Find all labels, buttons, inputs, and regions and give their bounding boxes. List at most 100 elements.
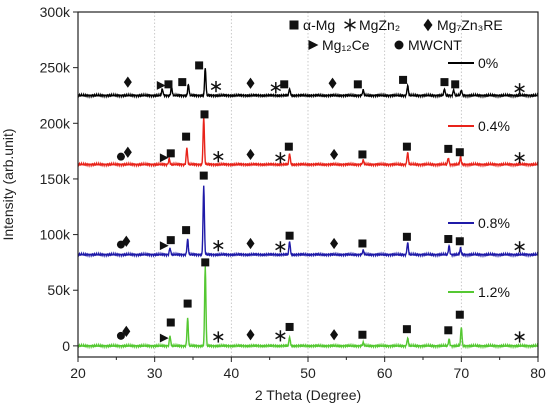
legend-label: MgZn₂	[359, 17, 400, 33]
legend: α-Mg MgZn₂ Mg₇Zn₃RE Mg₁₂Ce MWCNT	[289, 17, 503, 53]
marker-square	[182, 226, 191, 235]
x-tick-label: 60	[377, 365, 393, 381]
legend-symbol-triangle	[308, 40, 319, 50]
x-tick-label: 80	[530, 365, 546, 381]
y-tick-label: 300k	[40, 4, 71, 20]
series-line	[77, 266, 539, 350]
marker-square	[455, 148, 464, 157]
x-axis-title: 2 Theta (Degree)	[255, 387, 361, 403]
series-line	[77, 116, 539, 168]
marker-square	[164, 80, 173, 89]
x-tick-label: 70	[454, 365, 470, 381]
marker-square	[358, 150, 367, 159]
series-label: 0%	[478, 55, 498, 71]
y-tick-label: 250k	[40, 60, 71, 76]
marker-square	[402, 325, 411, 334]
marker-square	[444, 326, 453, 335]
marker-square	[455, 237, 464, 246]
y-tick-label: 100k	[40, 227, 71, 243]
y-tick-label: 0	[62, 338, 70, 354]
marker-square	[285, 231, 294, 240]
series-labels: 0% 0.4% 0.8% 1.2%	[448, 55, 510, 300]
marker-diamond	[122, 325, 131, 338]
marker-triangle	[159, 333, 169, 343]
marker-circle	[116, 240, 125, 249]
marker-square	[182, 132, 191, 141]
x-tick-label: 50	[300, 365, 316, 381]
marker-square	[280, 80, 289, 89]
marker-square	[440, 78, 449, 87]
marker-square	[284, 142, 293, 151]
marker-triangle	[159, 153, 169, 163]
marker-square	[183, 299, 192, 308]
legend-label: α-Mg	[303, 17, 335, 33]
series-line	[77, 185, 539, 258]
legend-symbol-star	[344, 18, 356, 32]
marker-square	[166, 236, 175, 245]
marker-triangle	[156, 81, 166, 90]
series-layer	[77, 68, 539, 350]
marker-diamond	[330, 237, 339, 250]
marker-circle	[116, 152, 125, 161]
marker-star	[514, 241, 525, 253]
y-tick-label: 50k	[47, 282, 71, 298]
marker-circle	[116, 331, 125, 340]
y-tick-label: 200k	[40, 115, 71, 131]
marker-diamond	[246, 329, 255, 341]
marker-square	[201, 258, 210, 267]
marker-triangle	[159, 241, 169, 251]
marker-square	[399, 75, 408, 84]
marker-square	[402, 232, 411, 241]
marker-star	[210, 80, 222, 93]
marker-diamond	[246, 148, 255, 161]
marker-star	[275, 330, 286, 342]
marker-star	[514, 83, 525, 95]
marker-square	[199, 171, 208, 180]
marker-star	[275, 152, 286, 164]
marker-star	[213, 331, 224, 343]
marker-star	[275, 241, 286, 253]
y-tick-label: 150k	[40, 171, 71, 187]
marker-square	[166, 318, 175, 327]
marker-square	[353, 80, 362, 89]
marker-square	[166, 149, 175, 158]
x-tick-label: 30	[147, 365, 163, 381]
marker-square	[195, 61, 204, 70]
legend-symbol-square	[289, 20, 299, 30]
marker-square	[200, 110, 209, 119]
marker-star	[213, 151, 224, 163]
marker-square	[178, 78, 187, 87]
marker-diamond	[330, 148, 339, 161]
marker-star	[514, 331, 525, 343]
legend-label: Mg₁₂Ce	[322, 37, 370, 53]
y-axis-title: Intensity (arb.unit)	[0, 128, 16, 240]
marker-star	[514, 152, 525, 164]
marker-diamond	[123, 76, 132, 88]
marker-star	[213, 240, 224, 252]
marker-diamond	[123, 146, 132, 158]
marker-square	[402, 142, 411, 151]
x-tick-label: 20	[70, 365, 86, 381]
axes: 20 30 40 50 60 70 80 0 50k 100k 150k 200k 250k 300k	[40, 4, 546, 381]
grid-lines	[154, 12, 462, 357]
marker-star	[270, 82, 282, 94]
marker-square	[444, 144, 453, 153]
marker-diamond	[122, 235, 131, 247]
series-label: 0.4%	[478, 118, 510, 134]
legend-label: MWCNT	[408, 37, 462, 53]
marker-diamond	[246, 237, 255, 250]
series-label: 0.8%	[478, 215, 510, 231]
marker-layer	[116, 61, 525, 343]
legend-label: Mg₇Zn₃RE	[437, 17, 503, 33]
marker-square	[358, 330, 367, 339]
legend-symbol-circle	[394, 40, 404, 50]
marker-square	[285, 322, 294, 331]
marker-diamond	[330, 329, 339, 341]
series-line	[77, 68, 539, 99]
x-tick-label: 40	[224, 365, 240, 381]
marker-square	[451, 80, 460, 89]
marker-square	[358, 239, 367, 248]
marker-square	[455, 310, 464, 319]
legend-symbol-diamond	[423, 18, 433, 32]
